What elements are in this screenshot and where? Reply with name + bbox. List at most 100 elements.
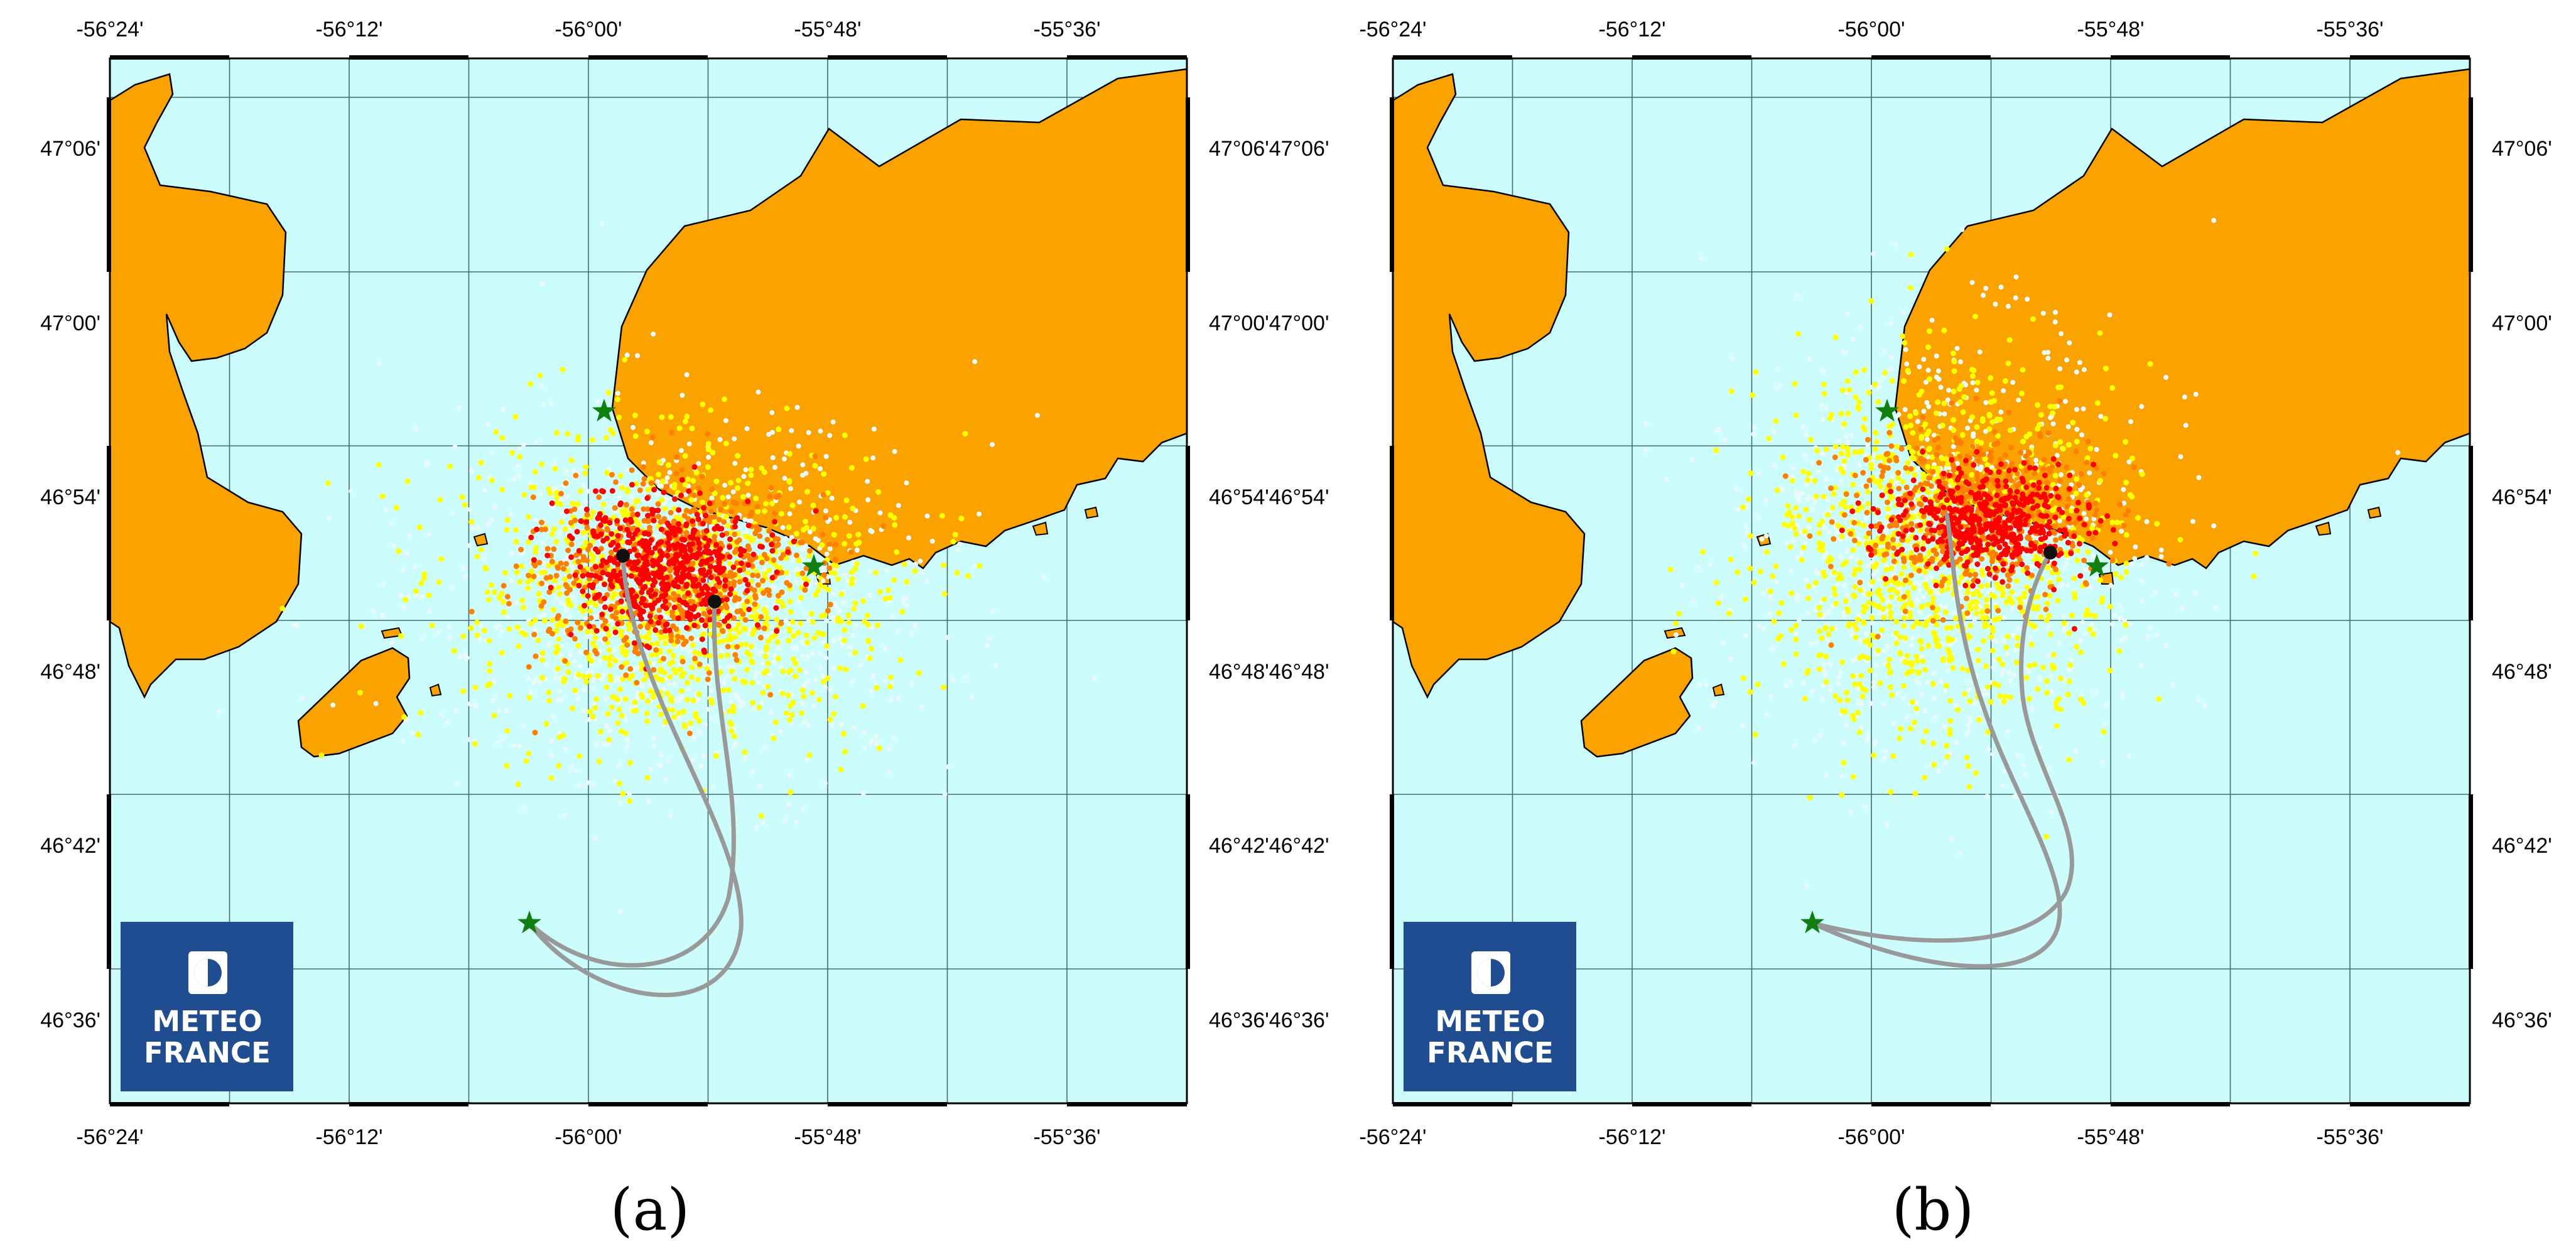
particle xyxy=(602,595,607,602)
particle xyxy=(728,699,733,705)
particle xyxy=(1816,468,1821,474)
particle xyxy=(1761,626,1767,632)
particle xyxy=(1805,477,1811,483)
particle xyxy=(722,577,728,583)
particle xyxy=(1844,592,1849,597)
particle xyxy=(1805,470,1812,477)
particle xyxy=(1945,461,1951,467)
particle xyxy=(1912,791,1918,797)
particle xyxy=(671,581,677,588)
land-layer xyxy=(110,68,1187,758)
particle xyxy=(595,673,601,679)
particle xyxy=(675,552,681,558)
particle xyxy=(664,553,671,559)
particle xyxy=(1689,457,1695,462)
particle xyxy=(2038,614,2044,620)
particle xyxy=(2049,689,2055,695)
particle xyxy=(664,575,670,580)
particle xyxy=(815,538,821,543)
particle xyxy=(763,646,769,652)
particle xyxy=(485,522,491,527)
land-islet xyxy=(2367,506,2382,519)
particle xyxy=(518,546,524,553)
particle xyxy=(2123,560,2130,566)
particle xyxy=(674,566,681,572)
particle xyxy=(750,572,756,578)
particle xyxy=(762,566,767,572)
particle xyxy=(539,570,544,576)
particle xyxy=(593,613,598,619)
particle xyxy=(1041,574,1047,580)
particle xyxy=(606,632,612,639)
particle xyxy=(1767,611,1773,617)
particle xyxy=(1800,424,1805,429)
particle xyxy=(723,597,730,603)
particle xyxy=(1747,689,1753,695)
particle xyxy=(823,514,829,521)
trajectory-line xyxy=(527,553,744,998)
particle xyxy=(1728,556,1734,563)
particle xyxy=(627,706,632,711)
particle xyxy=(629,506,635,512)
particle xyxy=(2123,635,2128,641)
particle xyxy=(772,465,777,470)
particle xyxy=(875,739,880,745)
particle xyxy=(2003,644,2010,651)
particle xyxy=(1910,430,1916,436)
particle xyxy=(1808,641,1814,647)
particle xyxy=(2211,218,2217,223)
particle xyxy=(549,531,555,538)
particle xyxy=(774,543,781,548)
particle xyxy=(1804,482,1809,487)
particle xyxy=(673,470,679,477)
particle xyxy=(1865,731,1871,737)
particle xyxy=(824,643,830,649)
particle xyxy=(752,706,757,711)
particle xyxy=(732,549,738,555)
particle xyxy=(1841,583,1847,588)
particle xyxy=(824,618,830,624)
star-marker-icon xyxy=(517,911,541,934)
particle xyxy=(842,514,848,520)
particle xyxy=(641,608,646,615)
particle xyxy=(1991,664,1996,670)
particle xyxy=(532,468,538,475)
particle xyxy=(708,697,714,703)
particle xyxy=(661,656,667,662)
particle xyxy=(772,511,778,517)
particle xyxy=(1923,379,1929,385)
particle xyxy=(697,551,703,557)
particle xyxy=(742,617,749,623)
particle xyxy=(624,487,630,493)
particle xyxy=(1756,516,1762,521)
particle xyxy=(760,578,766,584)
drift-trajectories xyxy=(527,553,744,998)
particle xyxy=(730,499,737,505)
particle xyxy=(830,419,836,425)
particle xyxy=(730,564,737,570)
particle xyxy=(993,663,998,669)
particle xyxy=(628,573,634,579)
particle xyxy=(2043,834,2050,840)
particle xyxy=(632,413,638,418)
particle xyxy=(693,583,700,589)
particle xyxy=(1753,369,1759,376)
particle xyxy=(2006,670,2011,675)
particle xyxy=(700,590,706,597)
particle xyxy=(492,504,497,510)
particle xyxy=(549,738,555,744)
x-tick-label: -56°12' xyxy=(315,1125,382,1149)
particle xyxy=(696,461,701,467)
particle xyxy=(1697,681,1702,687)
particle xyxy=(394,505,399,511)
particle xyxy=(765,587,771,593)
particle xyxy=(666,561,672,567)
particle xyxy=(699,499,705,505)
particle xyxy=(876,745,882,751)
x-tick-label: -56°24' xyxy=(76,18,143,41)
particle xyxy=(327,515,332,521)
particle xyxy=(2081,367,2087,372)
land-saint-pierre xyxy=(297,647,411,758)
particle xyxy=(1799,557,1805,563)
particle xyxy=(1795,330,1801,337)
